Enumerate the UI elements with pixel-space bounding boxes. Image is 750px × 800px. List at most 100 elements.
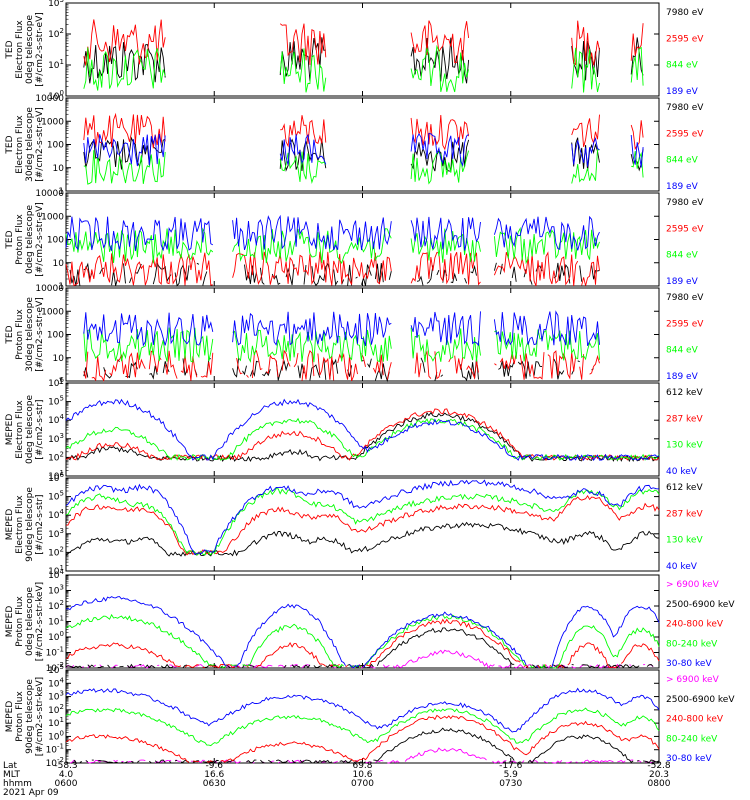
panel-5-ytick-label: 102 (48, 450, 64, 463)
panel-1-ylabel: TED (5, 40, 15, 59)
xaxis-row-lat-label: Lat (3, 761, 18, 771)
series-line (65, 642, 182, 668)
panel-7-ylabel: 0deg telescope (25, 587, 35, 657)
series-line (388, 270, 392, 280)
series-line (97, 666, 104, 668)
series-line (410, 132, 469, 167)
legend-entry: 2595 eV (666, 34, 704, 44)
xaxis-time-value: 0630 (203, 779, 226, 789)
series-line (271, 273, 281, 286)
legend-entry: 287 keV (666, 414, 703, 424)
series-line (99, 267, 104, 275)
panel-8-ytick-label: 10-1 (46, 743, 64, 756)
series-line (643, 759, 660, 764)
series-line (511, 266, 517, 282)
series-line (337, 352, 358, 382)
series-line (551, 664, 568, 668)
series-line (571, 20, 600, 66)
series-line (160, 663, 174, 669)
series-line (535, 665, 539, 668)
series-line (234, 603, 346, 667)
series-line (498, 360, 515, 377)
series-line (617, 759, 626, 763)
series-line (299, 759, 333, 764)
series-line (279, 48, 327, 93)
panel-7-ytick-label: 102 (48, 599, 64, 612)
panel-7-ytick-label: 10-1 (46, 646, 64, 659)
series-line (339, 759, 352, 763)
series-line (349, 664, 360, 669)
legend-entry: 189 eV (666, 87, 699, 97)
series-line (581, 759, 614, 764)
series-line (109, 352, 146, 379)
panel-8-ytick-label: 10-2 (46, 756, 64, 769)
series-line (579, 265, 583, 282)
panel-7-ylabel: [#/cm2-s-str-keV] (35, 582, 45, 661)
series-line (83, 42, 166, 84)
panel-6-ytick-label: 106 (48, 471, 64, 484)
series-line (581, 664, 600, 669)
xaxis-mlt-value: 10.6 (352, 770, 372, 780)
series-line (434, 351, 442, 380)
series-line (81, 666, 84, 668)
series-line (450, 272, 458, 284)
series-line (83, 150, 166, 185)
series-line (355, 276, 358, 279)
panel-6-ytick-label: 103 (48, 527, 64, 540)
series-line (65, 216, 214, 252)
series-line (440, 374, 444, 377)
series-line (117, 359, 120, 363)
series-line (244, 264, 257, 285)
panel-5-ytick-label: 101 (48, 469, 64, 482)
series-line (87, 665, 91, 669)
series-line (549, 664, 553, 668)
series-line (631, 150, 644, 178)
series-line (347, 264, 353, 286)
series-line (521, 760, 525, 763)
legend-entry: 40 keV (666, 467, 698, 477)
series-line (557, 664, 565, 669)
xaxis-time-value: 0600 (55, 779, 78, 789)
series-line (410, 20, 470, 64)
series-line (65, 707, 660, 747)
series-line (517, 360, 531, 379)
panel-6-ytick-label: 101 (48, 564, 64, 577)
series-line (565, 761, 572, 764)
legend-entry: 40 keV (666, 562, 698, 572)
panel-5-ylabel: 0deg telescope (25, 395, 35, 465)
series-line (620, 643, 660, 664)
series-line (527, 734, 634, 764)
legend-entry: 240-800 keV (666, 715, 724, 725)
series-line (323, 358, 327, 380)
panel-2-ytick-label: 10000 (35, 94, 64, 104)
xaxis-time-value: 0730 (499, 779, 522, 789)
series-line (630, 37, 644, 76)
series-line (279, 151, 327, 185)
series-line (630, 46, 644, 86)
panel-2-ylabel: TED (5, 135, 15, 154)
legend-entry: 612 keV (666, 388, 703, 398)
series-line (410, 228, 481, 263)
series-line (144, 664, 156, 669)
series-line (65, 521, 659, 557)
series-line (498, 664, 511, 669)
series-line (303, 664, 311, 669)
series-line (154, 759, 172, 764)
panel-8-ytick-label: 101 (48, 716, 64, 729)
series-line (493, 215, 600, 251)
series-line (404, 747, 487, 762)
series-line (333, 760, 338, 764)
panel-3-ylabel: TED (5, 230, 15, 249)
series-line (571, 47, 600, 93)
panel-8-frame (65, 669, 660, 764)
series-line (514, 663, 533, 669)
series-line (139, 759, 146, 762)
panel-7-ytick-label: 10-2 (46, 661, 64, 674)
series-line (372, 354, 384, 376)
xaxis-lat-value: -58.3 (54, 761, 77, 771)
panel-3-ytick-label: 1 (58, 282, 64, 292)
series-line (107, 664, 110, 668)
xaxis-lat-value: -9.6 (205, 761, 223, 771)
series-line (369, 665, 376, 669)
series-line (174, 264, 190, 287)
